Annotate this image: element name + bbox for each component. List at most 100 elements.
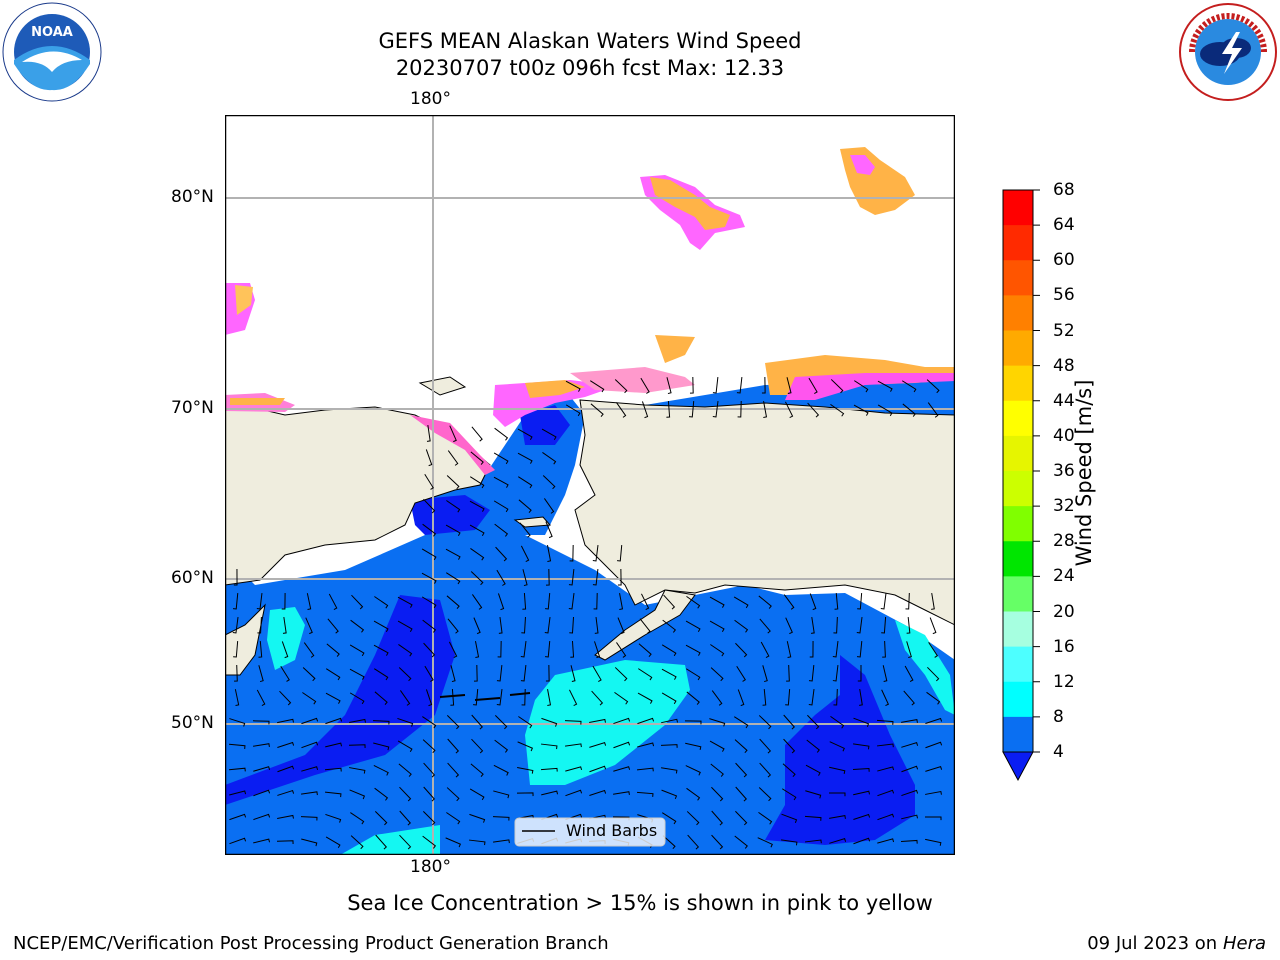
wind-barb	[252, 720, 270, 725]
wind-barb	[589, 718, 606, 723]
wind-barb	[661, 644, 677, 657]
legend-label: Wind Barbs	[566, 821, 658, 840]
colorbar-tick-label: 20	[1053, 601, 1075, 622]
wind-barb	[471, 738, 484, 754]
wind-barb	[470, 451, 484, 465]
wind-barb	[282, 617, 287, 634]
wind-barb	[735, 642, 748, 658]
wind-barb	[229, 813, 247, 821]
wind-barb	[350, 812, 365, 825]
wind-barb	[498, 617, 503, 634]
wind-barb	[493, 764, 509, 776]
colorbar-tick-label: 8	[1053, 706, 1064, 727]
wind-barb	[426, 425, 431, 442]
low-wind-chukchi	[520, 405, 570, 445]
wind-barb	[590, 403, 604, 417]
wind-barb	[736, 665, 746, 682]
wind-barb	[253, 743, 270, 747]
wind-barb	[519, 522, 531, 538]
colorbar-segment	[1003, 576, 1033, 612]
wind-barb	[853, 837, 871, 845]
wind-barb	[446, 715, 460, 730]
wind-barb	[374, 787, 389, 801]
wind-barb	[565, 380, 581, 392]
wind-barb	[758, 811, 773, 825]
wind-barb	[737, 689, 745, 707]
wind-barb	[735, 762, 748, 778]
wind-barb	[833, 688, 838, 706]
wind-barb	[232, 617, 239, 634]
wind-barb	[425, 689, 433, 707]
wind-barb	[446, 500, 461, 513]
wind-barb	[325, 668, 341, 681]
wind-barb	[927, 666, 940, 682]
wind-barb	[781, 839, 798, 846]
wind-barb	[570, 665, 576, 683]
wind-barb	[253, 766, 271, 772]
wind-barb	[445, 548, 461, 560]
footer-date: 09 Jul 2023 on Hera	[1087, 933, 1266, 954]
wind-barb	[807, 402, 820, 418]
colorbar-segment	[1003, 541, 1033, 577]
wind-barb	[473, 688, 479, 706]
wind-barb	[733, 716, 749, 729]
wind-barb	[804, 839, 822, 844]
wind-barb	[568, 689, 578, 707]
colorbar-segment	[1003, 611, 1033, 648]
colorbar-segment	[1003, 365, 1033, 402]
wind-barb	[931, 593, 935, 610]
wind-barb	[759, 618, 771, 634]
wind-barb	[637, 717, 655, 725]
wind-barb	[496, 664, 503, 682]
wind-barb	[234, 664, 238, 682]
wind-barb	[520, 545, 530, 563]
wind-barb	[565, 743, 582, 748]
wind-barb	[373, 742, 390, 751]
wind-barb	[450, 688, 455, 706]
wind-barb	[925, 717, 943, 724]
wind-barb	[711, 690, 723, 706]
colorbar	[1002, 189, 1040, 782]
wind-barb	[471, 714, 483, 730]
colorbar-label: Wind Speed [m/s]	[1072, 379, 1096, 567]
wind-barb	[351, 594, 364, 610]
footer-machine: Hera	[1222, 933, 1266, 954]
wind-barb	[570, 640, 575, 658]
wind-barb	[660, 744, 678, 748]
colorbar-tick-label: 36	[1053, 461, 1075, 481]
wind-barb	[545, 664, 550, 682]
wind-barb	[276, 840, 294, 845]
wind-barb	[518, 716, 533, 729]
wind-barb	[666, 377, 672, 395]
wind-barb	[229, 790, 247, 796]
colorbar-segment	[1003, 716, 1033, 753]
wind-barb	[686, 811, 700, 826]
wind-barb	[399, 690, 411, 706]
wind-barb	[854, 380, 869, 393]
wind-barb	[545, 640, 551, 658]
wind-barb	[518, 499, 532, 513]
wind-barb	[520, 640, 527, 658]
wind-barb	[901, 380, 917, 393]
wind-barb	[348, 744, 366, 749]
wind-barb	[350, 835, 364, 850]
wind-barb	[257, 616, 262, 634]
colorbar-tick-label: 4	[1053, 742, 1064, 762]
wind-barb	[877, 404, 893, 417]
colorbar-tick-label: 24	[1053, 566, 1075, 587]
wind-barb	[661, 812, 677, 825]
wind-barb	[762, 688, 767, 706]
wind-barb	[305, 617, 313, 635]
wind-barb	[925, 838, 942, 846]
wind-barb	[397, 620, 413, 632]
wind-barb	[828, 792, 846, 797]
wind-barb	[373, 644, 389, 656]
wind-barb	[493, 452, 509, 465]
wind-barb	[494, 427, 509, 441]
wind-barb	[469, 500, 485, 512]
wind-barb	[448, 641, 458, 659]
colorbar-tick-label: 12	[1053, 671, 1075, 692]
wind-barb	[233, 640, 239, 658]
wind-barb	[613, 717, 631, 725]
wind-barb	[277, 741, 295, 748]
